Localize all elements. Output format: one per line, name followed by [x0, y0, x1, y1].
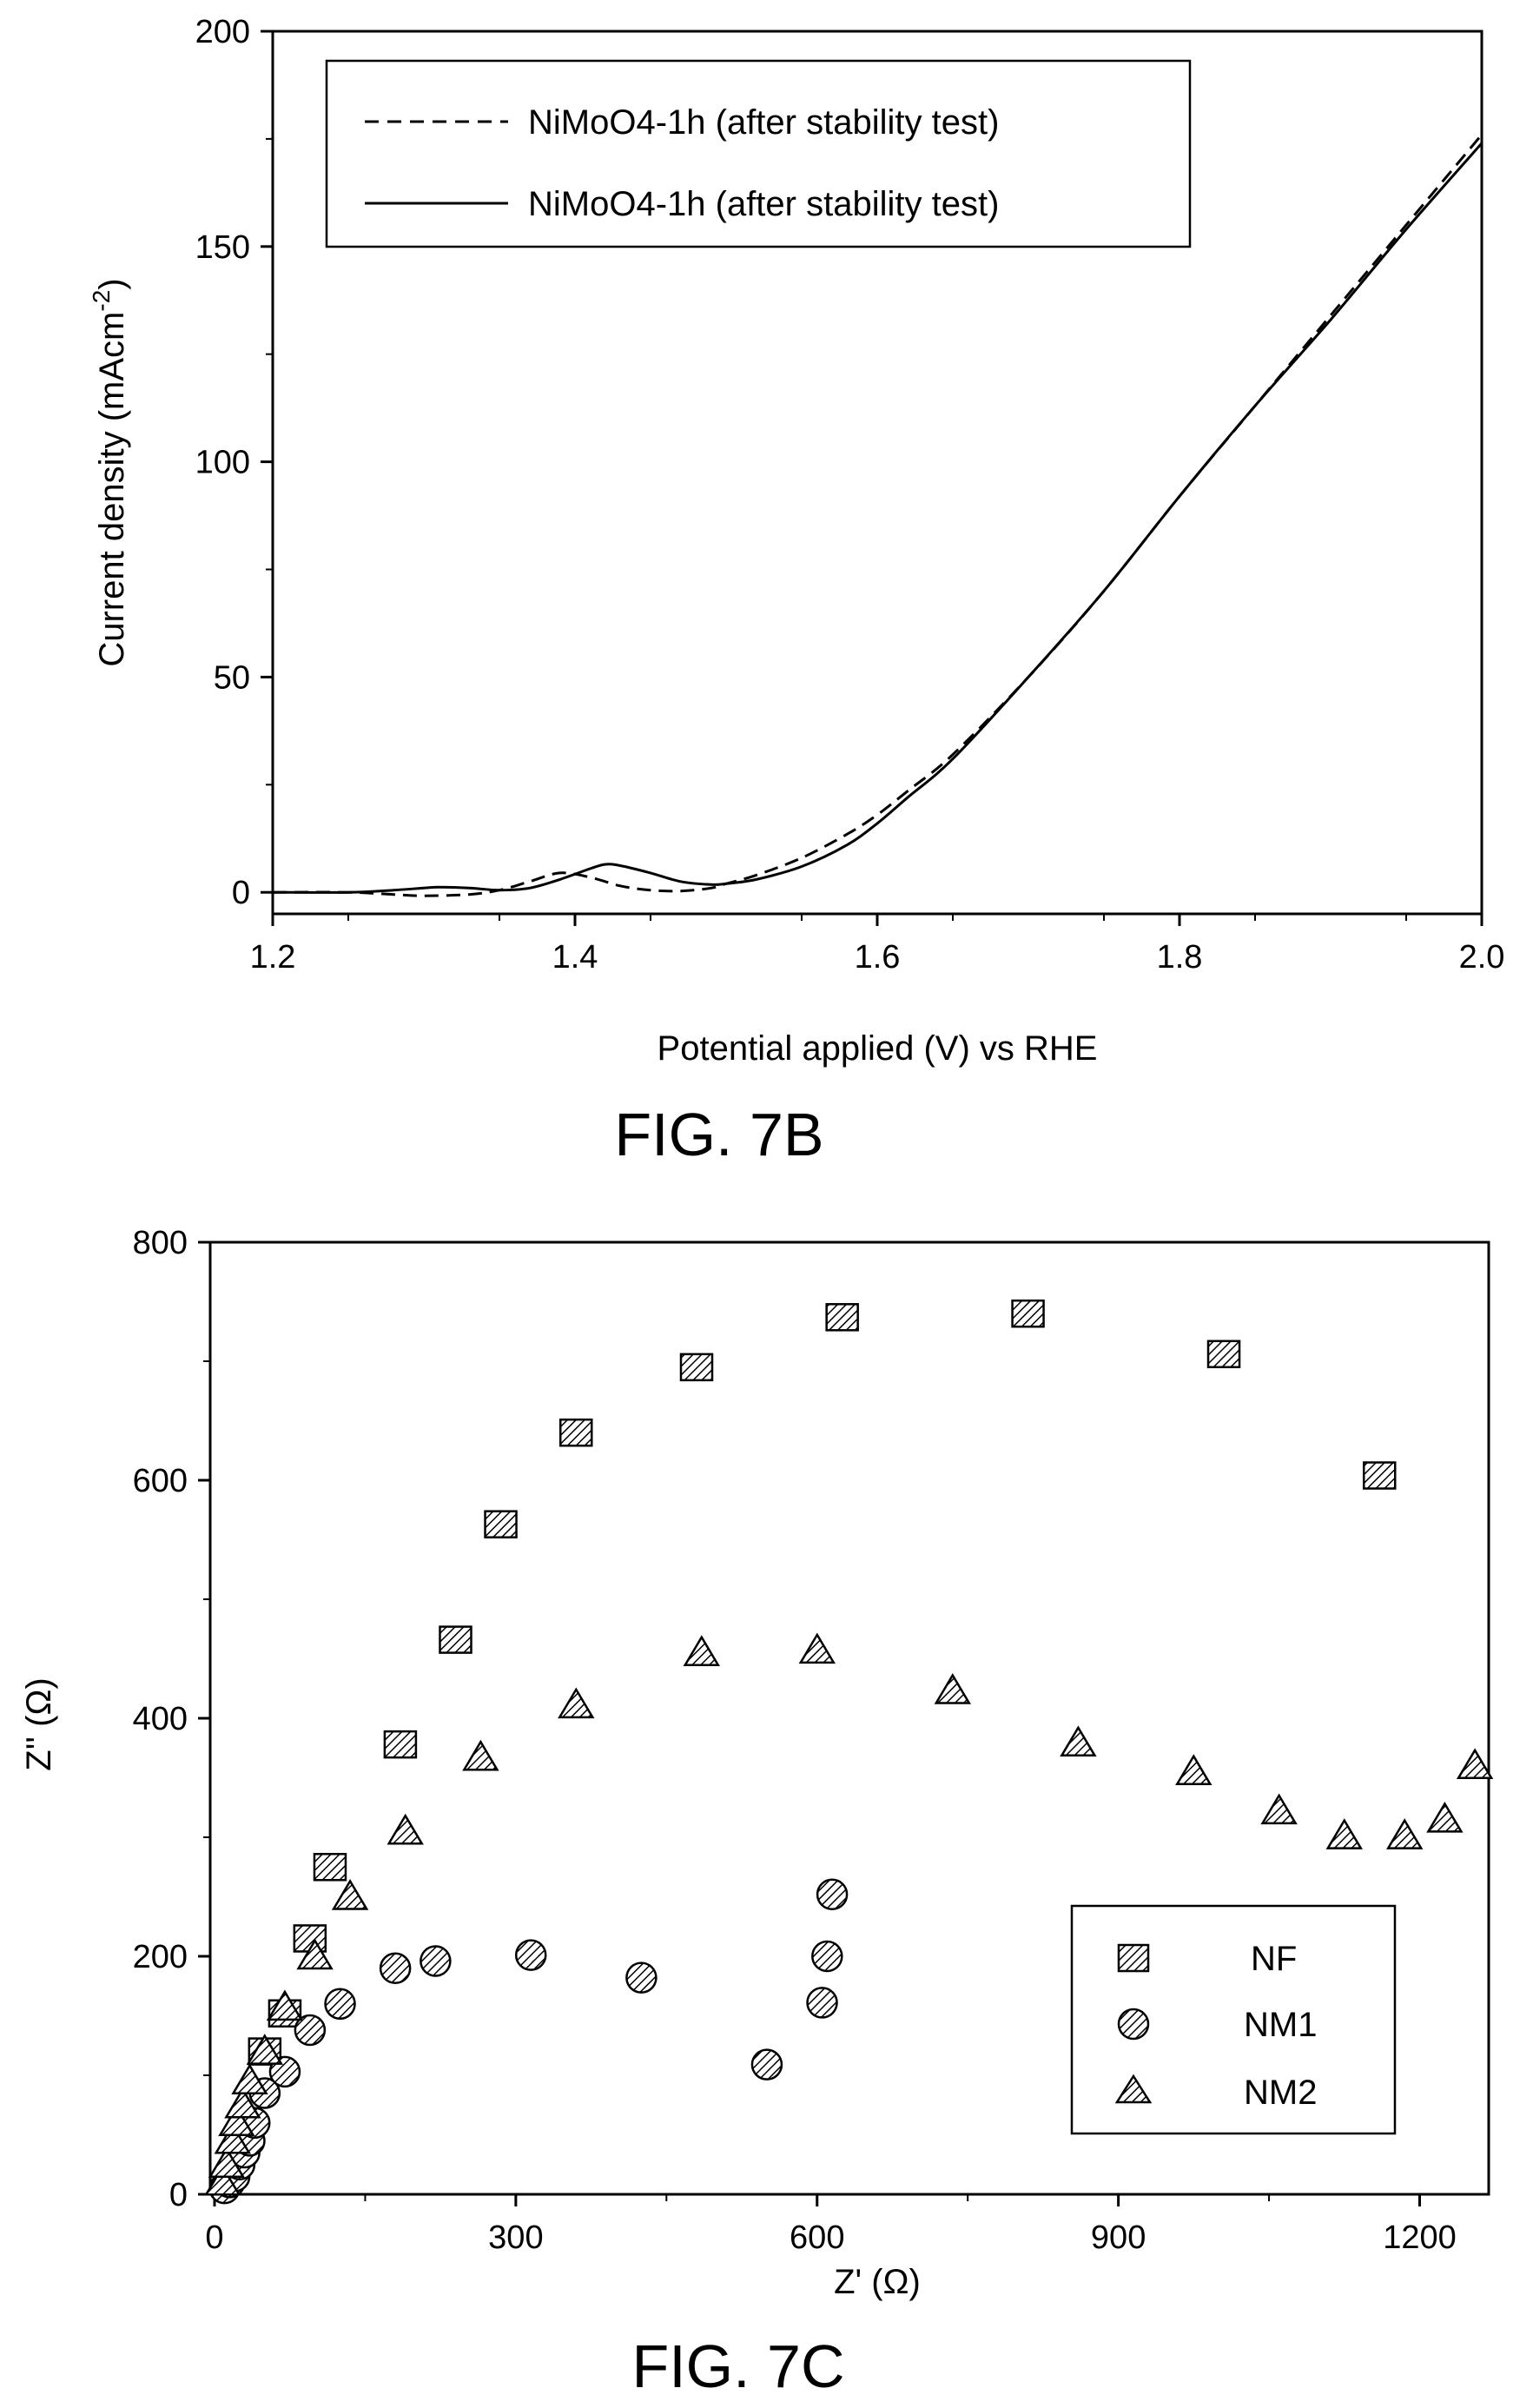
x-tick-label-7b: 1.8 — [1157, 939, 1203, 976]
chart-7b: 1.2 1.4 1.6 1.8 2.0 0 50 100 150 200 NiMoO4-1h (a… — [88, 14, 1504, 1168]
marker-nm2 — [218, 2105, 255, 2137]
y-tick-label-7b: 0 — [232, 875, 250, 911]
marker-nm1 — [514, 1939, 547, 1971]
y-tick-label-7b: 150 — [195, 229, 250, 266]
y-tick-label-7b: 50 — [214, 659, 250, 696]
y-tick-label-7b: 200 — [195, 14, 250, 50]
legend-box-7b — [325, 59, 1192, 248]
marker-nm2 — [1386, 1818, 1424, 1849]
marker-nm1 — [420, 1945, 452, 1977]
marker-nm2 — [462, 1739, 499, 1771]
marker-nm2 — [266, 1989, 304, 2021]
legend-7c: NF NM1 NM2 — [1070, 1904, 1397, 2135]
marker-nm2 — [1175, 1754, 1213, 1785]
legend-label-dashed: NiMoO4-1h (after stability test) — [528, 103, 999, 142]
marker-nf — [293, 1924, 327, 1953]
legend-marker-nf — [1117, 1943, 1150, 1973]
marker-nm2 — [204, 2164, 241, 2196]
x-axis-title-7b: Potential applied (V) vs RHE — [657, 1029, 1098, 1068]
marker-nm2 — [387, 1813, 424, 1845]
marker-nm1 — [625, 1961, 657, 1994]
marker-nf — [313, 1853, 347, 1882]
marker-nm1 — [379, 1952, 412, 1984]
x-tick-label-7b: 1.2 — [250, 939, 296, 976]
marker-nm2 — [798, 1632, 836, 1664]
marker-nm1 — [294, 2014, 327, 2047]
series-7c — [204, 1299, 1494, 2205]
marker-nm1 — [806, 1987, 838, 2019]
marker-nm2 — [214, 2122, 251, 2154]
figure-caption-7c: FIG. 7C — [631, 2332, 844, 2400]
marker-nm2 — [1325, 1818, 1363, 1849]
legend-label-nm2: NM2 — [1244, 2074, 1317, 2112]
marker-nm2 — [1426, 1801, 1464, 1833]
marker-nf — [679, 1353, 714, 1382]
legend-7b: NiMoO4-1h (after stability test) NiMoO4-… — [325, 59, 1192, 248]
figure-caption-7b: FIG. 7B — [614, 1101, 823, 1168]
legend-label-solid: NiMoO4-1h (after stability test) — [528, 185, 999, 223]
legend-marker-nm1 — [1117, 2008, 1150, 2041]
marker-nf — [559, 1418, 593, 1447]
y-tick-label-7c: 400 — [133, 1701, 188, 1737]
marker-nm1 — [811, 1940, 843, 1973]
y-axis-title-7b: Current density (mAcm-2) — [88, 278, 131, 666]
marker-nm2 — [296, 1938, 334, 1970]
legend-label-nf: NF — [1251, 1940, 1297, 1978]
x-tick-label-7c: 900 — [1091, 2219, 1146, 2256]
marker-nf — [825, 1303, 859, 1332]
axes-7c: 0 300 600 900 1200 0 200 400 600 800 — [133, 1225, 1457, 2256]
marker-nf — [484, 1510, 518, 1538]
marker-nm2 — [1060, 1725, 1097, 1757]
y-tick-label-7c: 600 — [133, 1463, 188, 1499]
x-tick-label-7c: 600 — [790, 2219, 844, 2256]
y-tick-label-7c: 200 — [133, 1939, 188, 1975]
marker-nm2 — [224, 2087, 261, 2119]
x-tick-label-7b: 2.0 — [1459, 939, 1505, 976]
marker-nf — [1363, 1461, 1397, 1490]
legend-marker-nm2 — [1114, 2074, 1153, 2104]
x-tick-label-7b: 1.4 — [552, 939, 598, 976]
y-tick-label-7c: 800 — [133, 1225, 188, 1261]
series-line-dashed — [272, 133, 1483, 897]
series-7b — [272, 133, 1483, 897]
x-tick-label-7b: 1.6 — [855, 939, 901, 976]
chart-7c: 0 300 600 900 1200 0 200 400 600 800 NF NM1 NM2 Z… — [20, 1225, 1494, 2400]
marker-nm1 — [816, 1878, 849, 1911]
marker-nm2 — [1456, 1748, 1494, 1780]
y-axis-title-7c: Z'' (Ω) — [20, 1677, 58, 1770]
marker-nm2 — [934, 1673, 971, 1704]
marker-nm2 — [558, 1687, 595, 1719]
marker-nm2 — [246, 2034, 283, 2065]
legend-label-nm1: NM1 — [1244, 2006, 1317, 2044]
x-axis-title-7c: Z' (Ω) — [834, 2263, 921, 2301]
x-tick-label-7c: 300 — [488, 2219, 543, 2256]
marker-nf — [383, 1730, 418, 1759]
series-line-solid — [272, 142, 1483, 894]
x-tick-label-7c: 1200 — [1383, 2219, 1457, 2256]
y-tick-label-7b: 100 — [195, 445, 250, 481]
marker-nf — [439, 1625, 472, 1654]
marker-nf — [1206, 1340, 1241, 1369]
axes-7b: 1.2 1.4 1.6 1.8 2.0 0 50 100 150 200 — [195, 14, 1505, 976]
x-tick-label-7c: 0 — [205, 2219, 223, 2256]
marker-nm2 — [231, 2063, 268, 2095]
marker-nm2 — [331, 1879, 369, 1910]
marker-nm2 — [683, 1635, 720, 1666]
marker-nm1 — [324, 1988, 356, 2021]
y-tick-label-7c: 0 — [169, 2177, 188, 2213]
marker-nm1 — [750, 2048, 783, 2081]
marker-nm2 — [208, 2147, 246, 2179]
marker-nm2 — [1260, 1793, 1298, 1825]
marker-nf — [1011, 1299, 1045, 1328]
